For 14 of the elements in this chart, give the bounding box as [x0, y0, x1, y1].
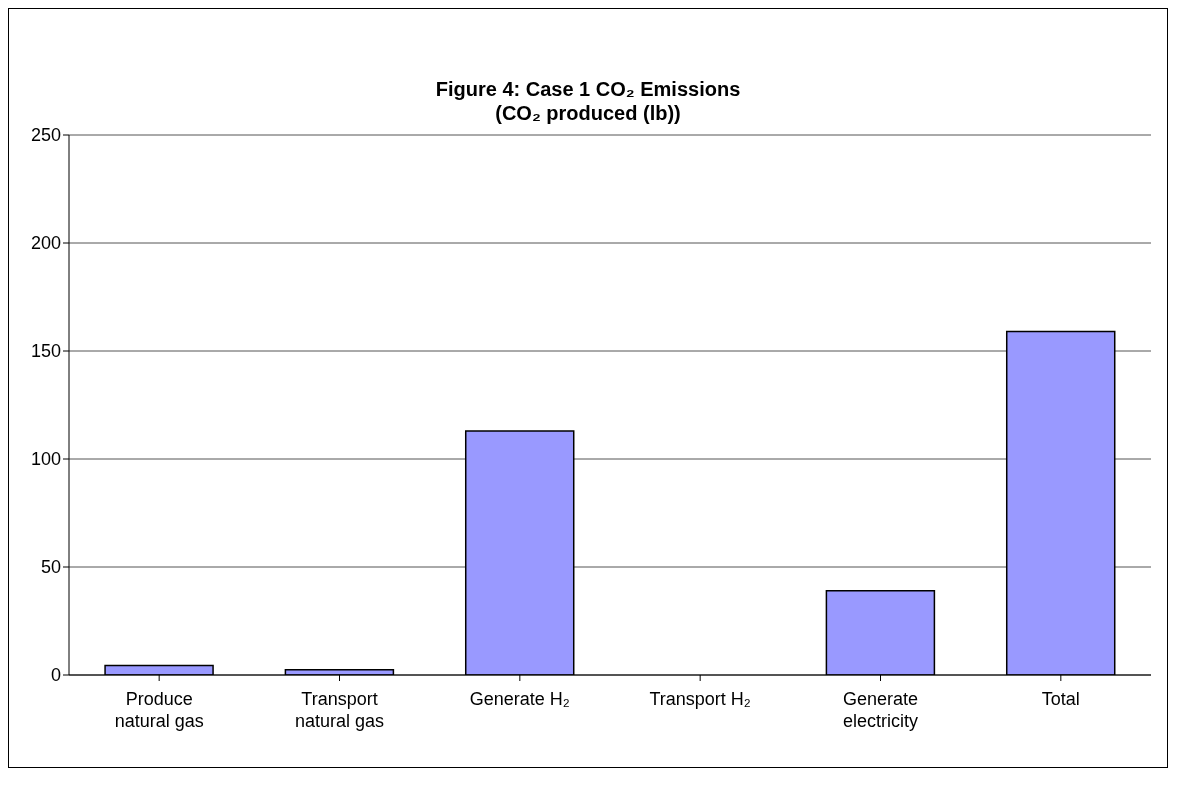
y-tick-label: 150	[30, 341, 61, 362]
y-tick-label: 50	[40, 557, 61, 578]
y-tick-label: 200	[30, 233, 61, 254]
x-tick-label: Transport natural gas	[294, 689, 385, 731]
y-tick-label: 0	[50, 665, 61, 686]
x-tick-label: Total	[1041, 689, 1080, 709]
y-tick-label: 100	[30, 449, 61, 470]
x-tick-label: Generate electricity	[842, 689, 919, 731]
x-tick-label: Transport H₂	[649, 689, 751, 709]
y-tick-label: 250	[30, 125, 61, 146]
chart-title: Figure 4: Case 1 CO₂ Emissions	[434, 77, 742, 101]
chart-subtitle: (CO₂ produced (lb))	[494, 101, 682, 125]
x-tick-label: Generate H₂	[469, 689, 570, 709]
x-tick-label: Produce natural gas	[114, 689, 204, 731]
